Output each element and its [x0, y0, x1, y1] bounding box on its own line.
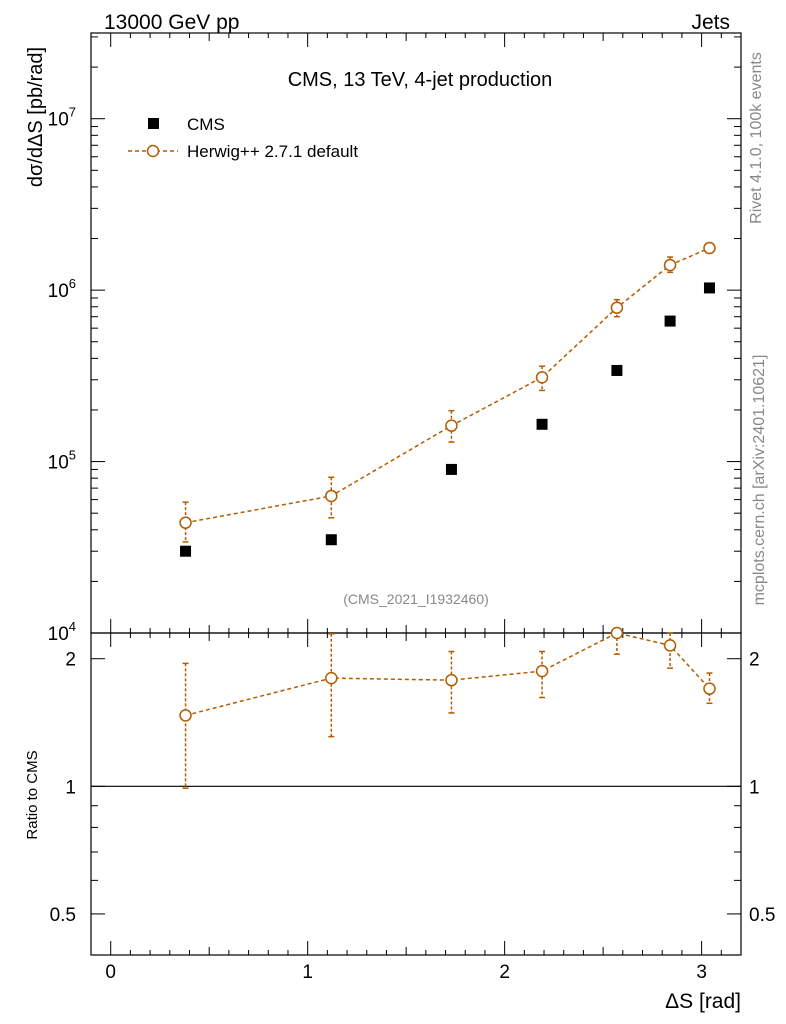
data-point [180, 545, 192, 557]
data-series [180, 282, 715, 557]
x-tick-label: 2 [499, 962, 510, 983]
legend-mc-marker [146, 144, 160, 158]
ratio-point [535, 664, 549, 678]
ratio-series [179, 626, 716, 789]
mc-point [610, 301, 624, 314]
x-tick-label: 0 [105, 962, 116, 983]
ratio-y-axis-label: Ratio to CMS [24, 750, 41, 839]
ratio-tick-label-right: 2 [749, 650, 760, 671]
mc-point [445, 419, 458, 432]
rivet-label: Rivet 4.1.0, 100k events [748, 52, 765, 224]
ratio-tick-label: 2 [65, 650, 76, 671]
ratio-plot-frame [90, 632, 742, 956]
ratio-tick-label: 1 [65, 777, 76, 798]
mc-line [185, 247, 710, 524]
ratio-point [703, 682, 716, 695]
mc-series [179, 241, 716, 543]
ratio-point [663, 639, 677, 652]
y-tick-label: 107 [48, 105, 76, 131]
data-point [664, 315, 676, 327]
legend-data-marker [148, 118, 159, 129]
mc-point [325, 489, 338, 503]
data-point [536, 418, 548, 430]
jets-label: Jets [691, 11, 730, 34]
legend-data-label: CMS [187, 115, 225, 134]
collision-label: 13000 GeV pp [104, 11, 239, 34]
mc-point [179, 516, 192, 529]
ratio-point [445, 673, 458, 687]
y-axis-label: dσ/dΔS [pb/rad] [25, 47, 47, 187]
chart-title: CMS, 13 TeV, 4-jet production [288, 69, 553, 91]
analysis-tag: (CMS_2021_I1932460) [343, 591, 489, 607]
ratio-point [325, 671, 338, 685]
ratio-line [185, 632, 711, 717]
mcplots-label: mcplots.cern.ch [arXiv:2401.10621] [751, 355, 768, 606]
data-point [703, 282, 715, 294]
y-tick-label: 105 [48, 448, 76, 474]
mc-point [663, 258, 677, 272]
tick-labels: 0 1 2 3 104 105 106 107 0.5 0.5 1 1 2 2 [48, 105, 776, 983]
ratio-tick-label-right: 1 [749, 777, 760, 798]
ratio-point [610, 626, 624, 640]
ratio-point [179, 709, 192, 722]
y-tick-label: 104 [48, 619, 76, 645]
ratio-tick-label: 0.5 [50, 905, 76, 926]
x-tick-label: 1 [302, 962, 313, 983]
x-axis-label: ΔS [rad] [665, 990, 741, 1013]
data-point [325, 534, 337, 546]
data-point [611, 364, 623, 376]
x-tick-label: 3 [696, 962, 707, 983]
tick-marks [90, 33, 742, 956]
y-tick-label: 106 [48, 276, 76, 302]
legend: CMS Herwig++ 2.7.1 default [128, 115, 358, 161]
legend-mc-label: Herwig++ 2.7.1 default [187, 142, 358, 161]
data-point [445, 463, 457, 475]
ratio-tick-label-right: 0.5 [749, 905, 775, 926]
mc-point [535, 371, 549, 384]
mc-point [703, 241, 716, 255]
